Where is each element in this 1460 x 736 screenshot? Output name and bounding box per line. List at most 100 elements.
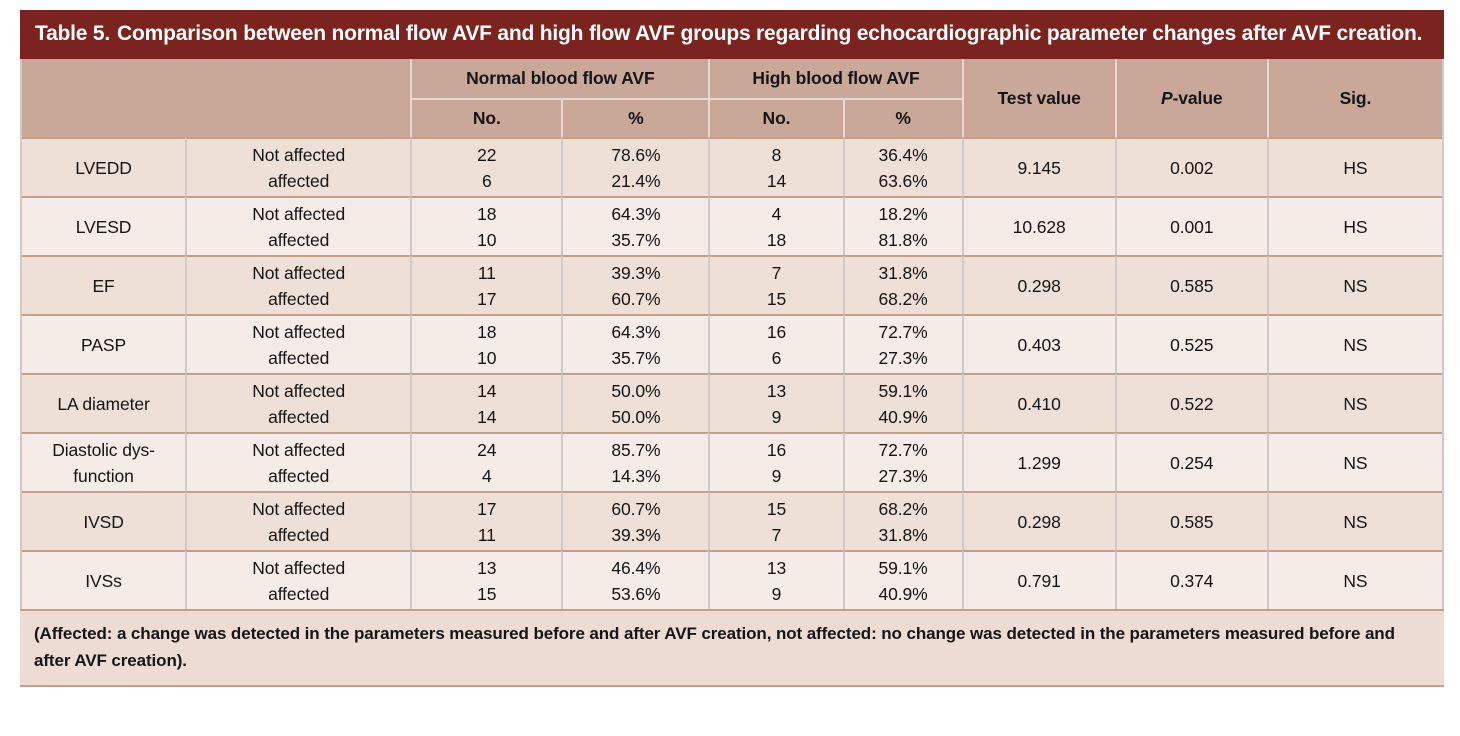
table-number-label: Table 5. bbox=[35, 22, 111, 45]
normal-no-affected: 17 bbox=[477, 288, 497, 309]
normal-pct-affected: 39.3% bbox=[611, 524, 661, 545]
high-no-not-affected: 13 bbox=[766, 557, 787, 578]
high-no-cell: 4 18 bbox=[708, 196, 843, 255]
sig-cell: HS bbox=[1266, 196, 1442, 255]
sig-cell: NS bbox=[1266, 550, 1442, 609]
normal-no-cell: 18 10 bbox=[410, 314, 562, 373]
normal-pct-affected: 53.6% bbox=[611, 583, 661, 604]
table-row: LA diameter Not affected affected 14 14 … bbox=[22, 373, 1442, 432]
normal-no-cell: 22 6 bbox=[410, 137, 562, 196]
p-value-cell: 0.585 bbox=[1114, 491, 1267, 550]
sig-cell: NS bbox=[1266, 314, 1442, 373]
parameter-cell: PASP bbox=[22, 314, 186, 373]
test-value-cell: 0.410 bbox=[961, 373, 1115, 432]
normal-pct-affected: 60.7% bbox=[611, 288, 661, 309]
normal-no-cell: 13 15 bbox=[410, 550, 562, 609]
p-value-suffix: -value bbox=[1172, 87, 1223, 108]
high-pct-affected: 27.3% bbox=[878, 347, 928, 368]
high-no-not-affected: 13 bbox=[766, 380, 787, 401]
normal-pct-affected: 35.7% bbox=[611, 229, 661, 250]
high-no-not-affected: 16 bbox=[766, 439, 787, 460]
sig-cell: NS bbox=[1266, 373, 1442, 432]
normal-no-affected: 11 bbox=[477, 524, 496, 545]
sig-cell: HS bbox=[1266, 137, 1442, 196]
table-body: LVEDD Not affected affected 22 6 78.6% 2… bbox=[22, 137, 1442, 609]
high-pct-not-affected: 18.2% bbox=[878, 203, 928, 224]
high-flow-group-header: High blood flow AVF bbox=[708, 59, 962, 100]
high-no-affected: 14 bbox=[766, 170, 787, 191]
high-pct-affected: 31.8% bbox=[878, 524, 928, 545]
normal-pct-not-affected: 64.3% bbox=[611, 321, 661, 342]
affected-labels-cell: Not affected affected bbox=[185, 255, 411, 314]
sig-cell: NS bbox=[1266, 255, 1442, 314]
high-pct-not-affected: 72.7% bbox=[878, 321, 928, 342]
normal-no-not-affected: 14 bbox=[477, 380, 497, 401]
parameter-cell: LA diameter bbox=[22, 373, 186, 432]
table-row: LVEDD Not affected affected 22 6 78.6% 2… bbox=[22, 137, 1442, 196]
normal-no-cell: 18 10 bbox=[410, 196, 562, 255]
parameter-cell: LVEDD bbox=[22, 137, 186, 196]
high-no-cell: 13 9 bbox=[708, 550, 843, 609]
test-value-cell: 0.403 bbox=[961, 314, 1115, 373]
test-value-header: Test value bbox=[961, 59, 1115, 137]
not-affected-label: Not affected bbox=[252, 203, 346, 224]
high-no-not-affected: 7 bbox=[771, 262, 782, 283]
table-row: LVESD Not affected affected 18 10 64.3% … bbox=[22, 196, 1442, 255]
high-pct-not-affected: 72.7% bbox=[878, 439, 928, 460]
table-row: PASP Not affected affected 18 10 64.3% 3… bbox=[22, 314, 1442, 373]
high-pct-affected: 68.2% bbox=[878, 288, 928, 309]
high-no-affected: 9 bbox=[771, 406, 782, 427]
sig-cell: NS bbox=[1266, 491, 1442, 550]
affected-label: affected bbox=[268, 465, 330, 486]
high-pct-not-affected: 36.4% bbox=[878, 144, 928, 165]
normal-no-affected: 4 bbox=[481, 465, 492, 486]
high-pct-cell: 72.7% 27.3% bbox=[842, 432, 962, 491]
high-pct-not-affected: 31.8% bbox=[878, 262, 928, 283]
high-pct-not-affected: 59.1% bbox=[878, 557, 928, 578]
table-title-text: Comparison between normal flow AVF and h… bbox=[117, 22, 1423, 45]
normal-pct-cell: 78.6% 21.4% bbox=[561, 137, 709, 196]
test-value-cell: 1.299 bbox=[961, 432, 1115, 491]
high-no-affected: 9 bbox=[771, 465, 782, 486]
high-pct-header: % bbox=[842, 100, 962, 137]
affected-labels-cell: Not affected affected bbox=[185, 432, 411, 491]
affected-label: affected bbox=[268, 583, 330, 604]
sig-cell: NS bbox=[1266, 432, 1442, 491]
normal-no-header: No. bbox=[410, 100, 562, 137]
high-pct-cell: 36.4% 63.6% bbox=[842, 137, 962, 196]
high-no-not-affected: 15 bbox=[766, 498, 787, 519]
affected-labels-cell: Not affected affected bbox=[185, 196, 411, 255]
normal-pct-header: % bbox=[561, 100, 709, 137]
high-pct-affected: 40.9% bbox=[878, 406, 928, 427]
table-row: IVSs Not affected affected 13 15 46.4% 5… bbox=[22, 550, 1442, 609]
header-sub-row: No. % No. % bbox=[22, 100, 1442, 137]
normal-pct-affected: 21.4% bbox=[611, 170, 661, 191]
parameter-cell: EF bbox=[22, 255, 186, 314]
normal-pct-cell: 60.7% 39.3% bbox=[561, 491, 709, 550]
normal-no-not-affected: 17 bbox=[477, 498, 497, 519]
normal-no-not-affected: 22 bbox=[477, 144, 497, 165]
high-no-cell: 8 14 bbox=[708, 137, 843, 196]
affected-label: affected bbox=[268, 406, 330, 427]
normal-pct-affected: 35.7% bbox=[611, 347, 661, 368]
normal-pct-not-affected: 85.7% bbox=[611, 439, 661, 460]
normal-no-cell: 17 11 bbox=[410, 491, 562, 550]
table-title-bar: Table 5. Comparison between normal flow A… bbox=[20, 10, 1444, 59]
comparison-table: Normal blood flow AVF High blood flow AV… bbox=[22, 59, 1442, 609]
normal-no-not-affected: 13 bbox=[477, 557, 497, 578]
parameter-cell: Diastolic dys-function bbox=[22, 432, 186, 491]
high-no-affected: 15 bbox=[766, 288, 787, 309]
affected-label: affected bbox=[268, 288, 330, 309]
affected-label: affected bbox=[268, 524, 330, 545]
normal-no-not-affected: 24 bbox=[477, 439, 497, 460]
table-header: Normal blood flow AVF High blood flow AV… bbox=[22, 59, 1442, 137]
not-affected-label: Not affected bbox=[252, 321, 346, 342]
normal-pct-not-affected: 60.7% bbox=[611, 498, 661, 519]
paper-table-figure: Table 5. Comparison between normal flow A… bbox=[20, 10, 1444, 687]
high-no-affected: 18 bbox=[766, 229, 787, 250]
not-affected-label: Not affected bbox=[252, 439, 346, 460]
normal-no-not-affected: 11 bbox=[477, 262, 496, 283]
not-affected-label: Not affected bbox=[252, 498, 346, 519]
high-no-cell: 16 6 bbox=[708, 314, 843, 373]
high-pct-affected: 81.8% bbox=[878, 229, 928, 250]
